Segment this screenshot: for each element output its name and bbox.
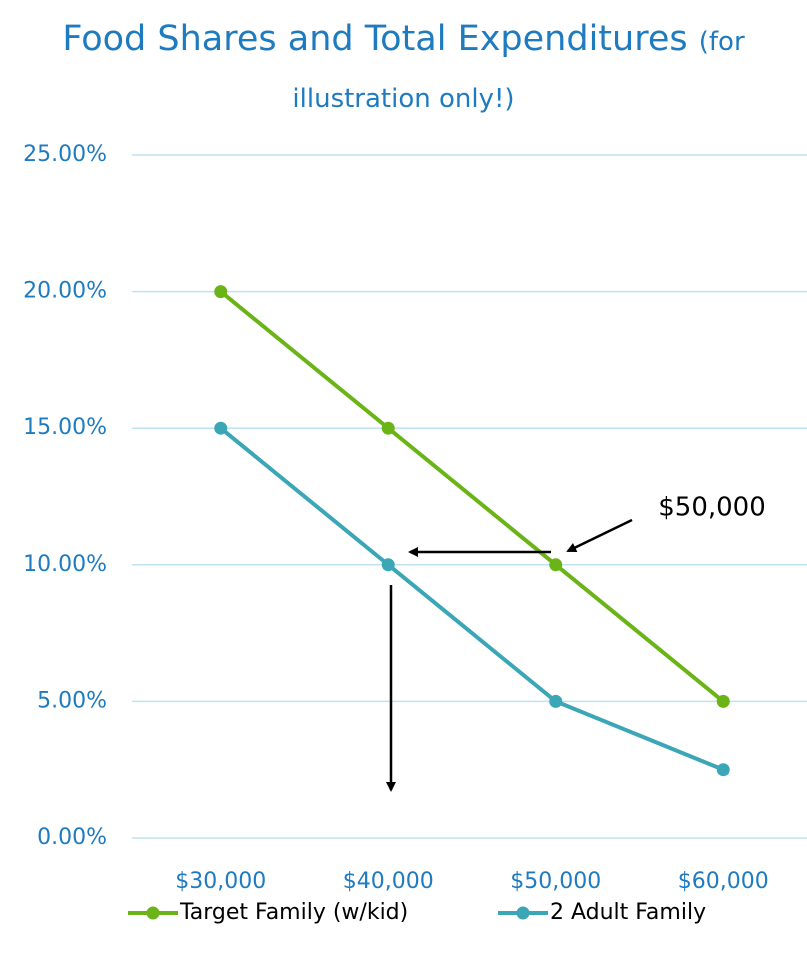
legend-marker — [146, 906, 160, 920]
arrow-pointer — [566, 518, 633, 553]
y-tick-label: 15.00% — [23, 415, 107, 440]
chart-subtitle: (for illustration only!) — [292, 27, 745, 114]
point — [381, 558, 395, 572]
plot: 0.00% 5.00% 10.00% 15.00% 20.00% 25.00% $30,00… — [23, 142, 807, 925]
y-tick-label: 0.00% — [37, 825, 107, 850]
x-tick-label: $60,000 — [678, 869, 769, 894]
chart-title: Food Shares and Total Expenditures — [62, 19, 688, 59]
point — [214, 285, 228, 299]
point — [716, 694, 730, 708]
x-tick-label: $40,000 — [343, 869, 434, 894]
legend-label: 2 Adult Family — [550, 900, 706, 925]
y-tick-label: 5.00% — [37, 688, 107, 713]
legend-label: Target Family (w/kid) — [179, 900, 408, 925]
y-tick-label: 10.00% — [23, 552, 107, 577]
chart-title-block: Food Shares and Total Expenditures (for … — [40, 12, 767, 126]
annotation: $50,000 — [658, 493, 766, 523]
point — [716, 763, 730, 777]
y-tick-label: 25.00% — [23, 142, 107, 167]
x-tick-label: $30,000 — [175, 869, 266, 894]
series-line — [219, 290, 725, 703]
legend-marker — [516, 906, 530, 920]
x-tick-label: $50,000 — [510, 869, 601, 894]
y-tick-label: 20.00% — [23, 279, 107, 304]
point — [214, 421, 228, 435]
point — [381, 421, 395, 435]
series-line — [219, 426, 725, 772]
point — [549, 558, 563, 572]
point — [549, 694, 563, 708]
